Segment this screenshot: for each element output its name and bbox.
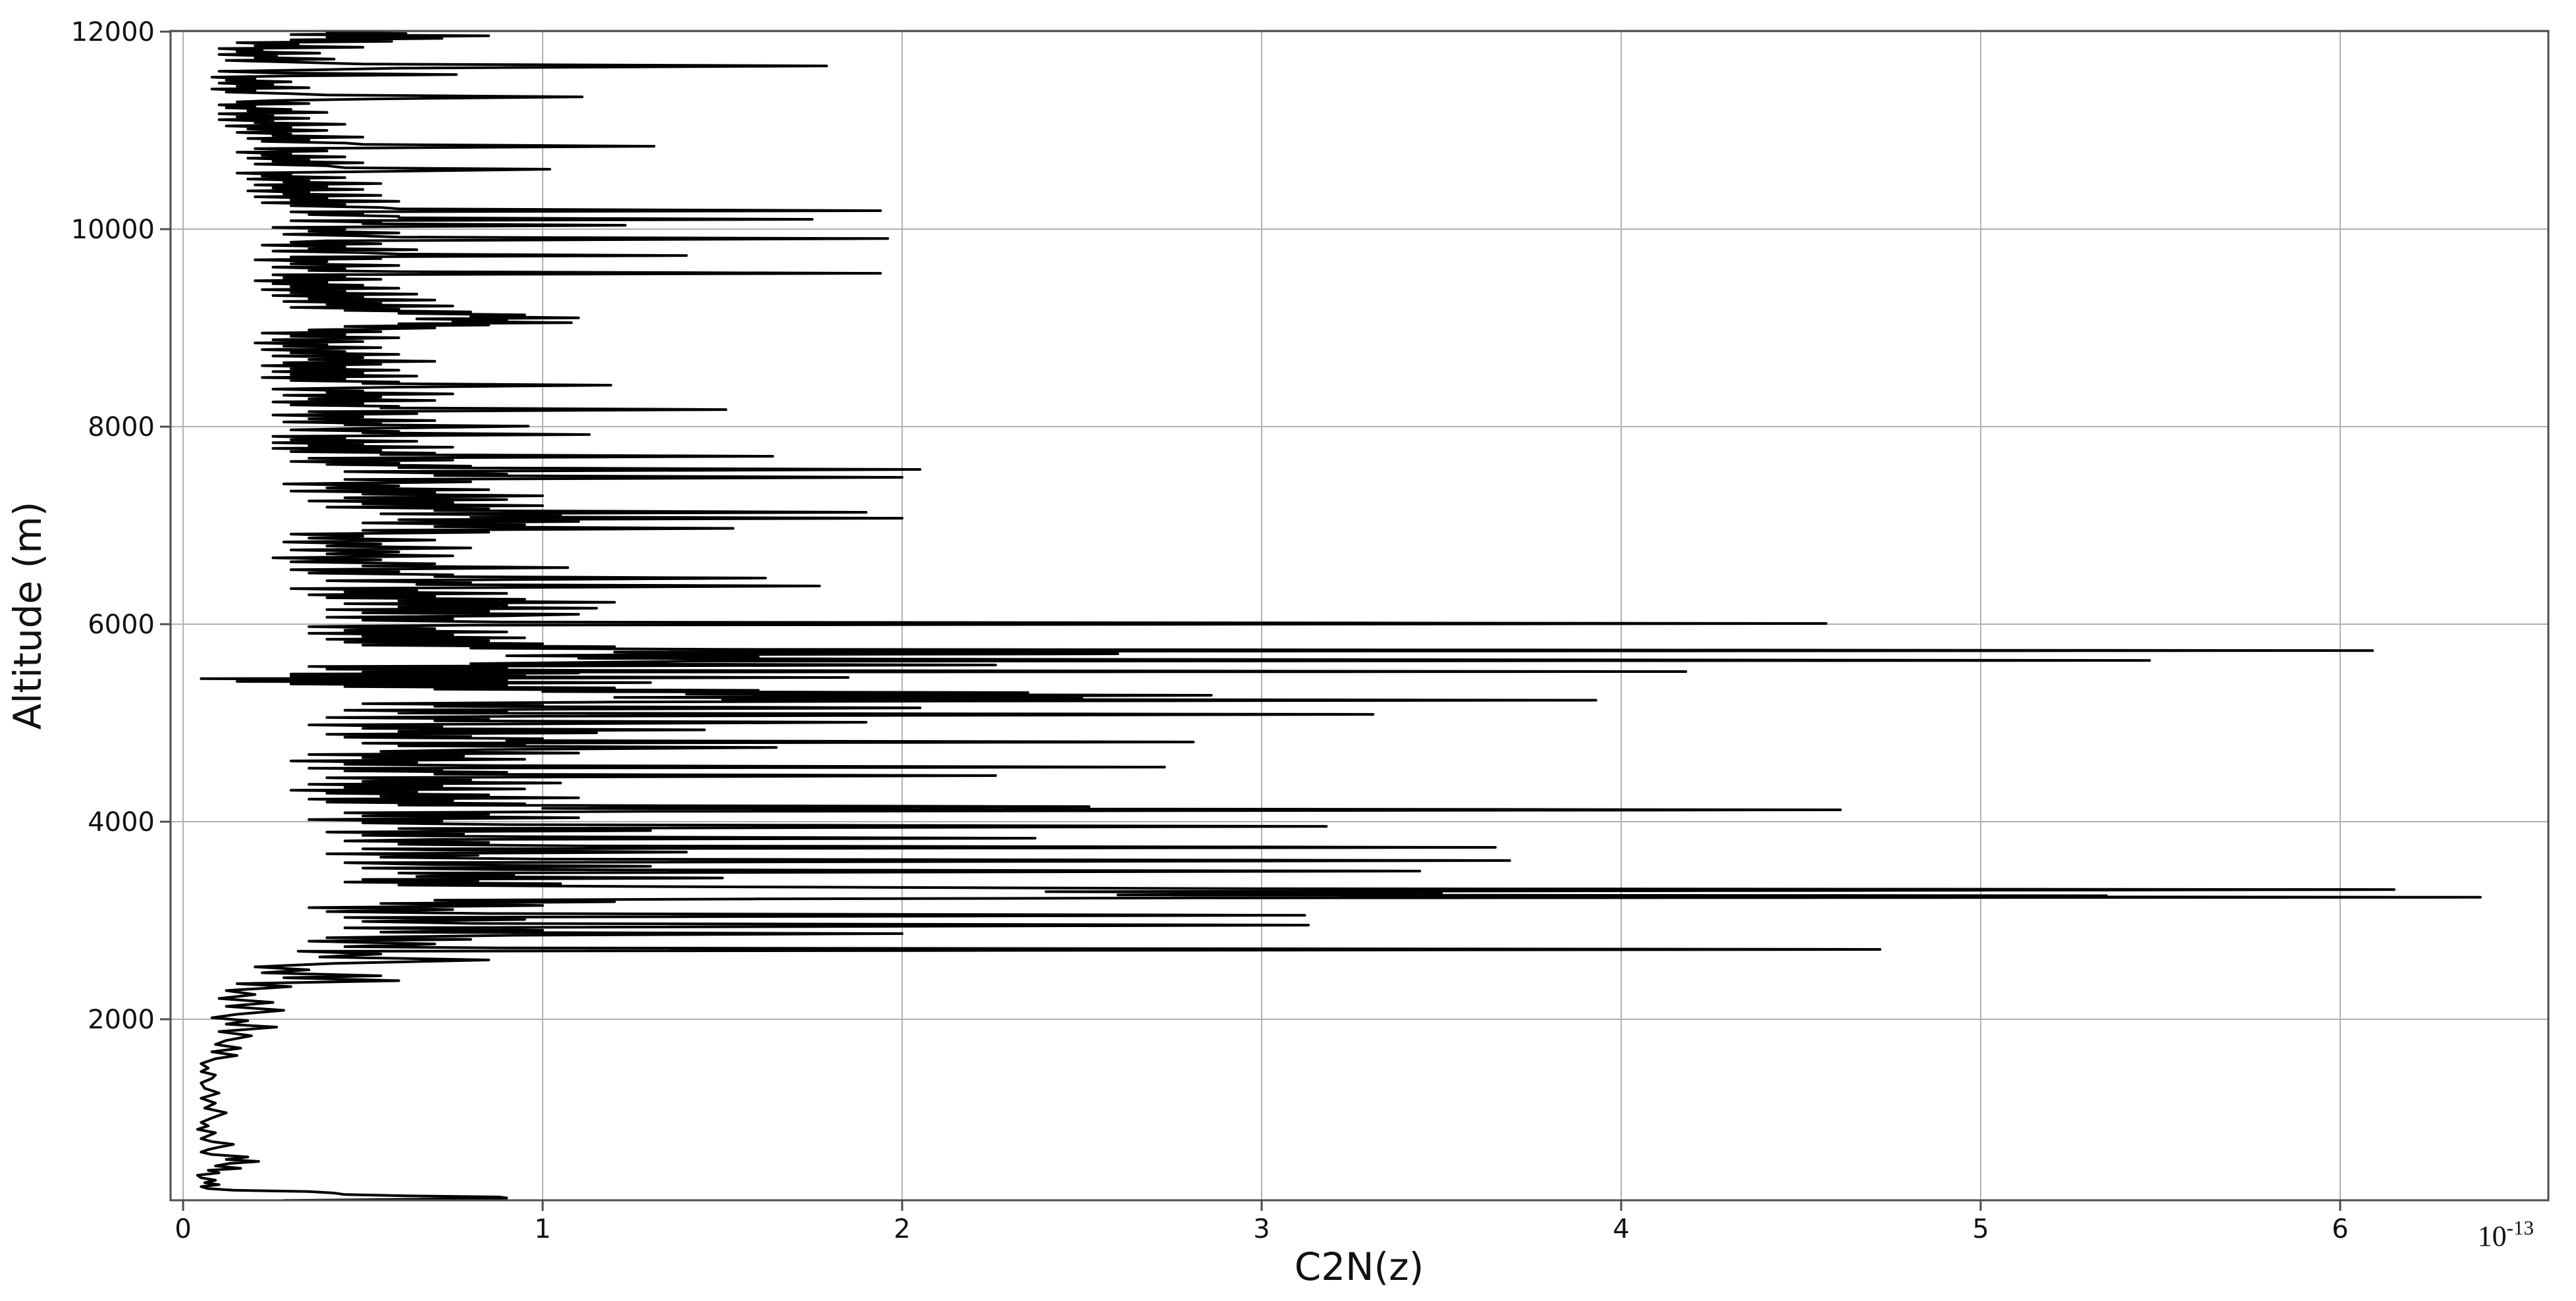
x-tick-label: 4 — [1613, 1214, 1629, 1244]
y-axis-label: Altitude (m) — [5, 502, 50, 730]
data-series-layer — [196, 31, 2482, 1200]
x-tick-label: 2 — [894, 1214, 910, 1244]
tick-labels: 0 1 2 3 4 5 6 2000 4000 6000 8000 10000 12000 — [71, 17, 2349, 1244]
x-tick-label: 3 — [1253, 1214, 1270, 1244]
y-tick-label: 12000 — [71, 17, 155, 47]
x-tick-label: 1 — [534, 1214, 550, 1244]
x-tick-label: 0 — [174, 1214, 191, 1244]
y-tick-label: 6000 — [88, 610, 155, 640]
x-axis-offset-label: 10-13 — [2478, 1216, 2534, 1252]
y-tick-label: 8000 — [88, 412, 155, 442]
x-axis-label: C2N(z) — [1295, 1244, 1424, 1289]
profile-line — [196, 31, 2482, 1200]
offset-exponent: -13 — [2507, 1216, 2534, 1239]
plot-border — [169, 30, 2550, 1202]
x-tick-label: 5 — [1972, 1214, 1989, 1244]
y-tick-label: 2000 — [88, 1005, 155, 1035]
y-tick-label: 4000 — [88, 807, 155, 837]
offset-base: 10 — [2478, 1220, 2507, 1252]
y-tick-label: 10000 — [71, 215, 155, 245]
axes-spines-and-ticks — [160, 30, 2550, 1211]
x-tick-label: 6 — [2332, 1214, 2348, 1244]
